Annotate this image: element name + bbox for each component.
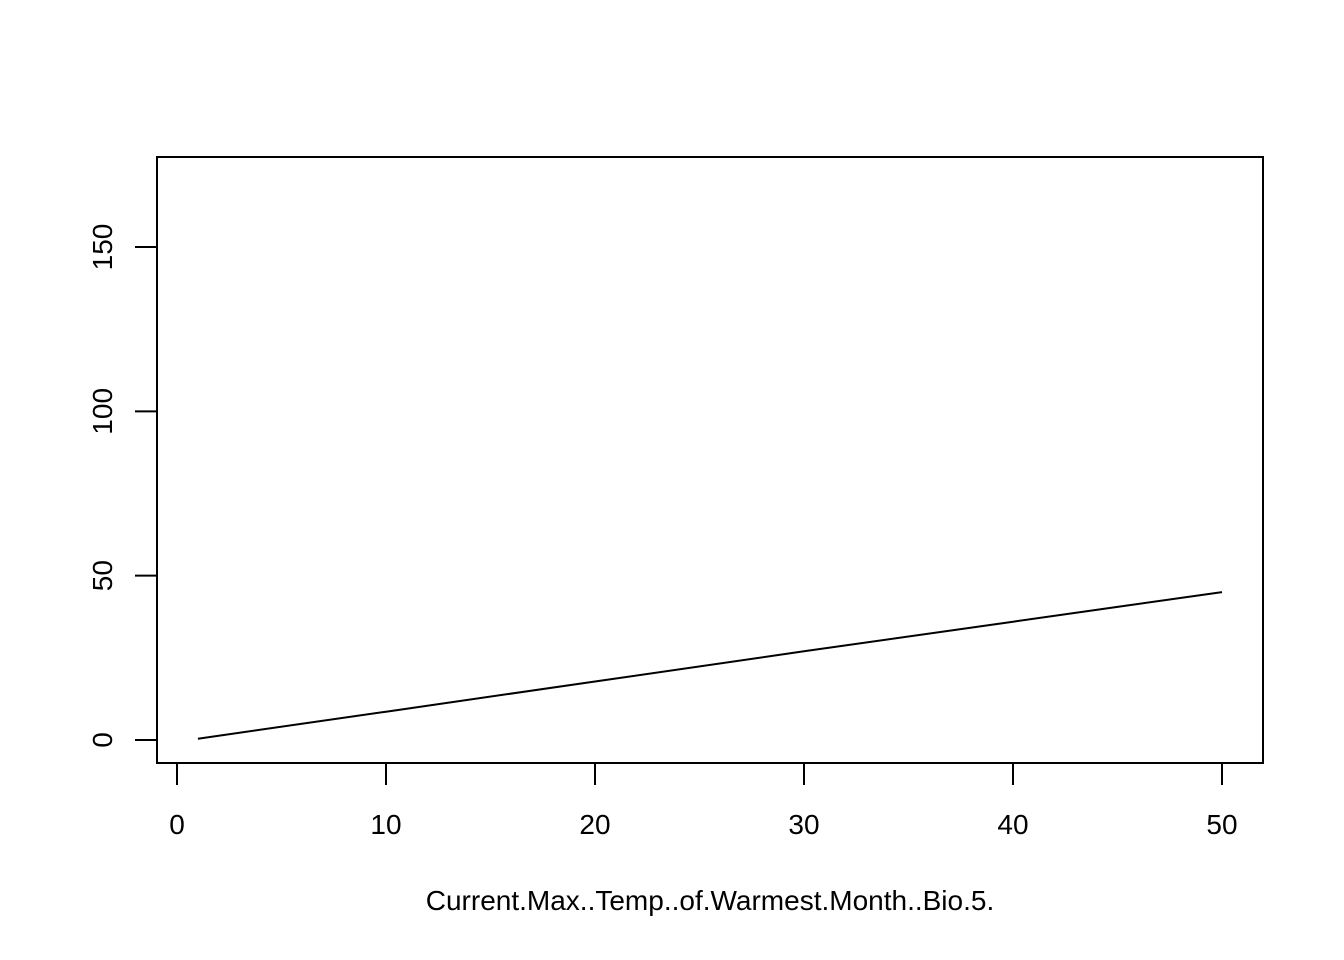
series-line — [197, 591, 1223, 740]
y-tick-label: 50 — [87, 560, 118, 591]
x-tick-label: 20 — [579, 809, 610, 840]
x-tick-label: 10 — [370, 809, 401, 840]
y-tick-label: 150 — [87, 224, 118, 271]
series-layer — [197, 591, 1223, 740]
x-tick-label: 0 — [169, 809, 185, 840]
x-tick-label: 50 — [1206, 809, 1237, 840]
x-axis: 0 10 20 30 40 50 — [169, 762, 1238, 840]
x-axis-title: Current.Max..Temp..of.Warmest.Month..Bio… — [426, 885, 994, 916]
y-tick-label: 0 — [87, 732, 118, 748]
y-axis: 0 50 100 150 — [87, 224, 158, 748]
x-tick-label: 30 — [788, 809, 819, 840]
y-tick-label: 100 — [87, 388, 118, 435]
plot-frame — [156, 156, 1264, 764]
x-tick-label: 40 — [997, 809, 1028, 840]
